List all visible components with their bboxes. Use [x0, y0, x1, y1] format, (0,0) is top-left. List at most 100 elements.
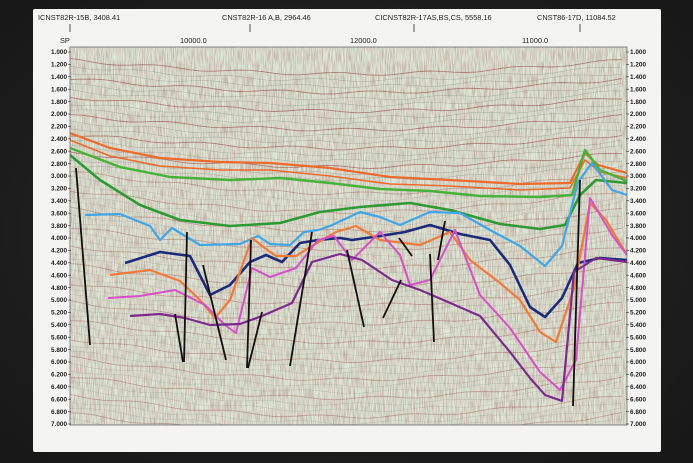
fault-line: [382, 279, 402, 319]
reflector-band: [70, 159, 623, 175]
reflector-band: [70, 237, 623, 264]
reflector-band: [70, 350, 623, 375]
right-axis-tick-label: 1.400: [630, 74, 646, 81]
right-axis-tick-label: 4.400: [630, 260, 646, 267]
right-axis-tick-label: 7.000: [630, 421, 646, 428]
horizon-line: [129, 252, 627, 403]
right-axis-tick-label: 6.600: [630, 396, 646, 403]
line-label-4: CNST86-17D, 11084.52: [537, 13, 616, 22]
fault-line: [398, 237, 413, 257]
reflector-band: [70, 288, 623, 314]
left-axis-tick-label: 3.800: [51, 223, 67, 230]
fault-line: [75, 167, 91, 346]
fault-line: [202, 264, 227, 361]
reflector-band: [70, 190, 623, 215]
right-axis-tick-label: 6.200: [630, 372, 646, 379]
left-axis-tick-label: 4.800: [51, 285, 67, 292]
cdp-label-3: 11000.0: [522, 36, 548, 45]
left-axis-tick-label: 3.200: [51, 186, 67, 193]
right-axis-tick-label: 4.800: [630, 285, 646, 292]
fault-line: [437, 220, 446, 261]
left-axis-tick-label: 2.000: [51, 111, 67, 118]
plot-border: [69, 46, 628, 426]
right-axis-tick-label: 1.200: [630, 62, 646, 69]
left-time-axis: 1.000 1.200 1.400 1.600 1.800 2.000 2.200 2.400…: [51, 49, 71, 428]
fault-line: [429, 253, 435, 343]
left-axis-tick-label: 3.600: [51, 210, 67, 217]
cdp-label-1: 10000.0: [180, 36, 207, 45]
reflector-band: [70, 324, 623, 350]
fault-line: [247, 311, 263, 369]
left-axis-tick-label: 2.400: [51, 136, 67, 143]
right-axis-tick-label: 3.000: [630, 173, 646, 180]
fault-line: [289, 231, 313, 367]
horizon-line: [84, 161, 627, 268]
sp-label: SP: [60, 36, 70, 45]
right-time-axis: 1.000 1.200 1.400 1.600 1.800 2.000 2.200 2.400…: [626, 49, 646, 428]
reflector-band: [70, 319, 623, 345]
right-axis-tick-label: 5.600: [630, 334, 646, 341]
fault-line: [183, 231, 188, 363]
reflector-band: [70, 170, 623, 196]
reflector-band: [70, 175, 623, 202]
reflector-band: [70, 83, 623, 101]
right-axis-tick-label: 1.000: [630, 49, 646, 56]
reflector-band: [70, 73, 623, 89]
cdp-label-2: 12000.0: [350, 36, 377, 45]
reflector-band: [70, 114, 623, 132]
right-axis-tick-label: 5.400: [630, 322, 646, 329]
reflector-band: [70, 104, 623, 120]
reflector-band: [70, 120, 623, 138]
reflector-band: [70, 108, 623, 126]
reflector-band: [70, 258, 623, 282]
reflector-band: [70, 222, 623, 246]
reflector-band: [70, 253, 623, 277]
reflector-band: [70, 96, 623, 114]
seismic-plot-area: [70, 47, 627, 425]
reflector-band: [70, 232, 623, 257]
reflector-band: [70, 381, 623, 406]
left-axis-tick-label: 5.000: [51, 297, 67, 304]
left-axis-tick-label: 5.800: [51, 347, 67, 354]
reflector-band: [70, 57, 623, 76]
reflector-band: [70, 393, 623, 419]
reflector-band: [70, 331, 623, 357]
interpreted-faults: [75, 167, 581, 407]
reflector-band: [70, 269, 623, 295]
reflector-band: [70, 362, 623, 388]
left-axis-tick-label: 1.400: [51, 74, 67, 81]
left-axis-tick-label: 3.000: [51, 173, 67, 180]
left-axis-tick-label: 1.600: [51, 86, 67, 93]
left-axis-tick-label: 1.000: [51, 49, 67, 56]
reflector-band: [70, 166, 623, 182]
right-axis-tick-label: 6.800: [630, 409, 646, 416]
right-axis-tick-label: 2.600: [630, 148, 646, 155]
reflector-band: [70, 407, 623, 425]
reflector-band: [70, 370, 623, 394]
reflector-band: [70, 315, 623, 338]
right-axis-tick-label: 4.200: [630, 248, 646, 255]
left-axis-tick-label: 2.600: [51, 148, 67, 155]
left-axis-tick-label: 7.000: [51, 421, 67, 428]
left-axis-tick-label: 1.800: [51, 99, 67, 106]
right-axis-tick-label: 4.600: [630, 272, 646, 279]
right-axis-tick-label: 5.800: [630, 347, 646, 354]
left-axis-tick-label: 4.400: [51, 260, 67, 267]
horizon-line: [124, 223, 627, 319]
right-axis-tick-label: 2.800: [630, 161, 646, 168]
reflector-band: [70, 308, 623, 332]
right-axis-tick-label: 4.000: [630, 235, 646, 242]
left-axis-tick-label: 1.200: [51, 62, 67, 69]
line-label-2: CNST82R-16 A,B, 2964.46: [222, 13, 311, 22]
left-axis-tick-label: 6.400: [51, 384, 67, 391]
reflector-band: [70, 135, 623, 151]
left-axis-tick-label: 4.200: [51, 248, 67, 255]
fault-line: [346, 249, 365, 328]
left-axis-tick-label: 6.800: [51, 409, 67, 416]
right-axis-tick-label: 1.600: [630, 86, 646, 93]
reflector-band: [70, 386, 623, 413]
reflector-band: [70, 276, 623, 301]
reflector-band: [70, 78, 623, 95]
left-axis-tick-label: 5.600: [51, 334, 67, 341]
